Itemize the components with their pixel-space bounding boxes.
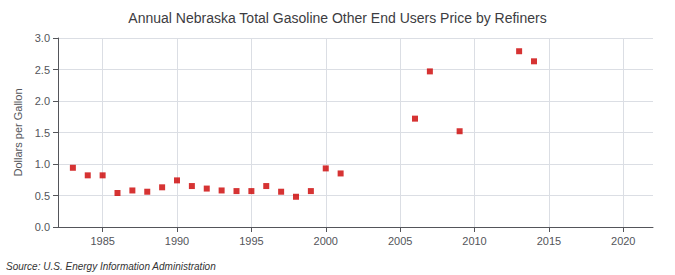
svg-text:2015: 2015 — [537, 235, 561, 247]
svg-text:0.0: 0.0 — [35, 221, 50, 233]
svg-text:1985: 1985 — [90, 235, 114, 247]
svg-text:1.0: 1.0 — [35, 158, 50, 170]
svg-text:Dollars per Gallon: Dollars per Gallon — [12, 88, 24, 176]
svg-text:Annual Nebraska Total Gasoline: Annual Nebraska Total Gasoline Other End… — [128, 10, 546, 26]
svg-text:2020: 2020 — [611, 235, 635, 247]
svg-text:1990: 1990 — [165, 235, 189, 247]
svg-text:1.5: 1.5 — [35, 127, 50, 139]
svg-text:1995: 1995 — [239, 235, 263, 247]
svg-text:2010: 2010 — [462, 235, 486, 247]
svg-text:2.0: 2.0 — [35, 95, 50, 107]
svg-text:0.5: 0.5 — [35, 190, 50, 202]
svg-text:Source: U.S. Energy Informatio: Source: U.S. Energy Information Administ… — [6, 261, 216, 272]
svg-text:2005: 2005 — [388, 235, 412, 247]
svg-text:2.5: 2.5 — [35, 64, 50, 76]
svg-text:3.0: 3.0 — [35, 32, 50, 44]
svg-text:2000: 2000 — [314, 235, 338, 247]
